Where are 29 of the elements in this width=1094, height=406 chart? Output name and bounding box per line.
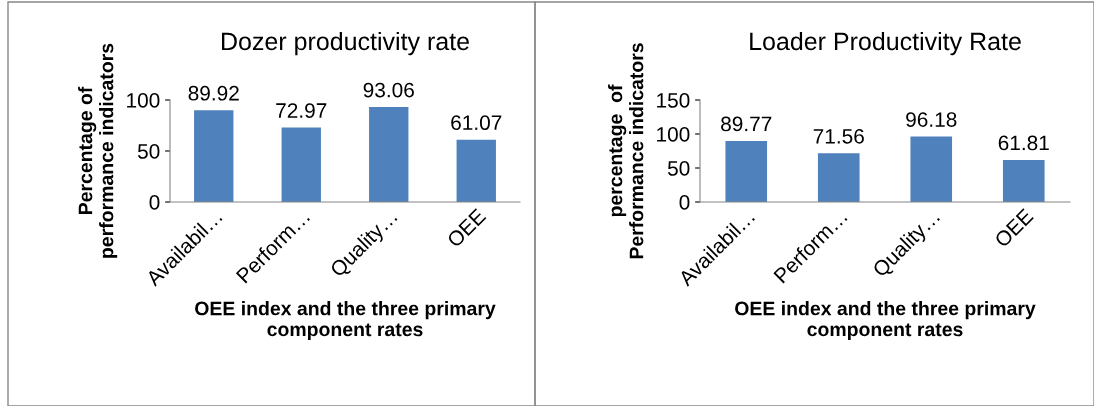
bar <box>194 110 234 202</box>
data-label: 89.77 <box>721 116 772 132</box>
data-label: 71.56 <box>813 128 864 144</box>
y-tick-label: 50 <box>667 161 690 176</box>
x-axis-title: OEE index and the three primary component rates <box>735 301 1036 341</box>
data-label: 61.07 <box>451 115 502 131</box>
data-label: 96.18 <box>906 112 957 127</box>
chart-title: Dozer productivity rate <box>222 31 469 56</box>
y-axis-title: percentage of Performance indicators <box>608 43 644 259</box>
data-label: 61.81 <box>998 135 1049 151</box>
bar <box>725 140 768 202</box>
y-tick-label: 50 <box>137 144 160 159</box>
y-tick-label: 0 <box>679 195 690 210</box>
bar <box>456 139 496 202</box>
bar <box>1002 159 1045 202</box>
y-axis-title: Percentage of performance indicators <box>78 43 118 258</box>
data-label: 93.06 <box>363 82 414 98</box>
y-tick-label: 100 <box>657 127 690 142</box>
bar <box>369 107 409 202</box>
bar <box>281 127 321 202</box>
y-tick-label: 100 <box>127 93 160 108</box>
y-tick-label: 150 <box>657 93 690 108</box>
bar <box>910 136 953 202</box>
y-tick-label: 0 <box>149 195 160 210</box>
chart-title: Loader Productivity Rate <box>750 31 1021 56</box>
bar <box>817 153 860 202</box>
x-axis-title: OEE index and the three primary component rates <box>195 301 496 341</box>
data-label: 89.92 <box>188 85 239 101</box>
data-label: 72.97 <box>276 103 327 118</box>
